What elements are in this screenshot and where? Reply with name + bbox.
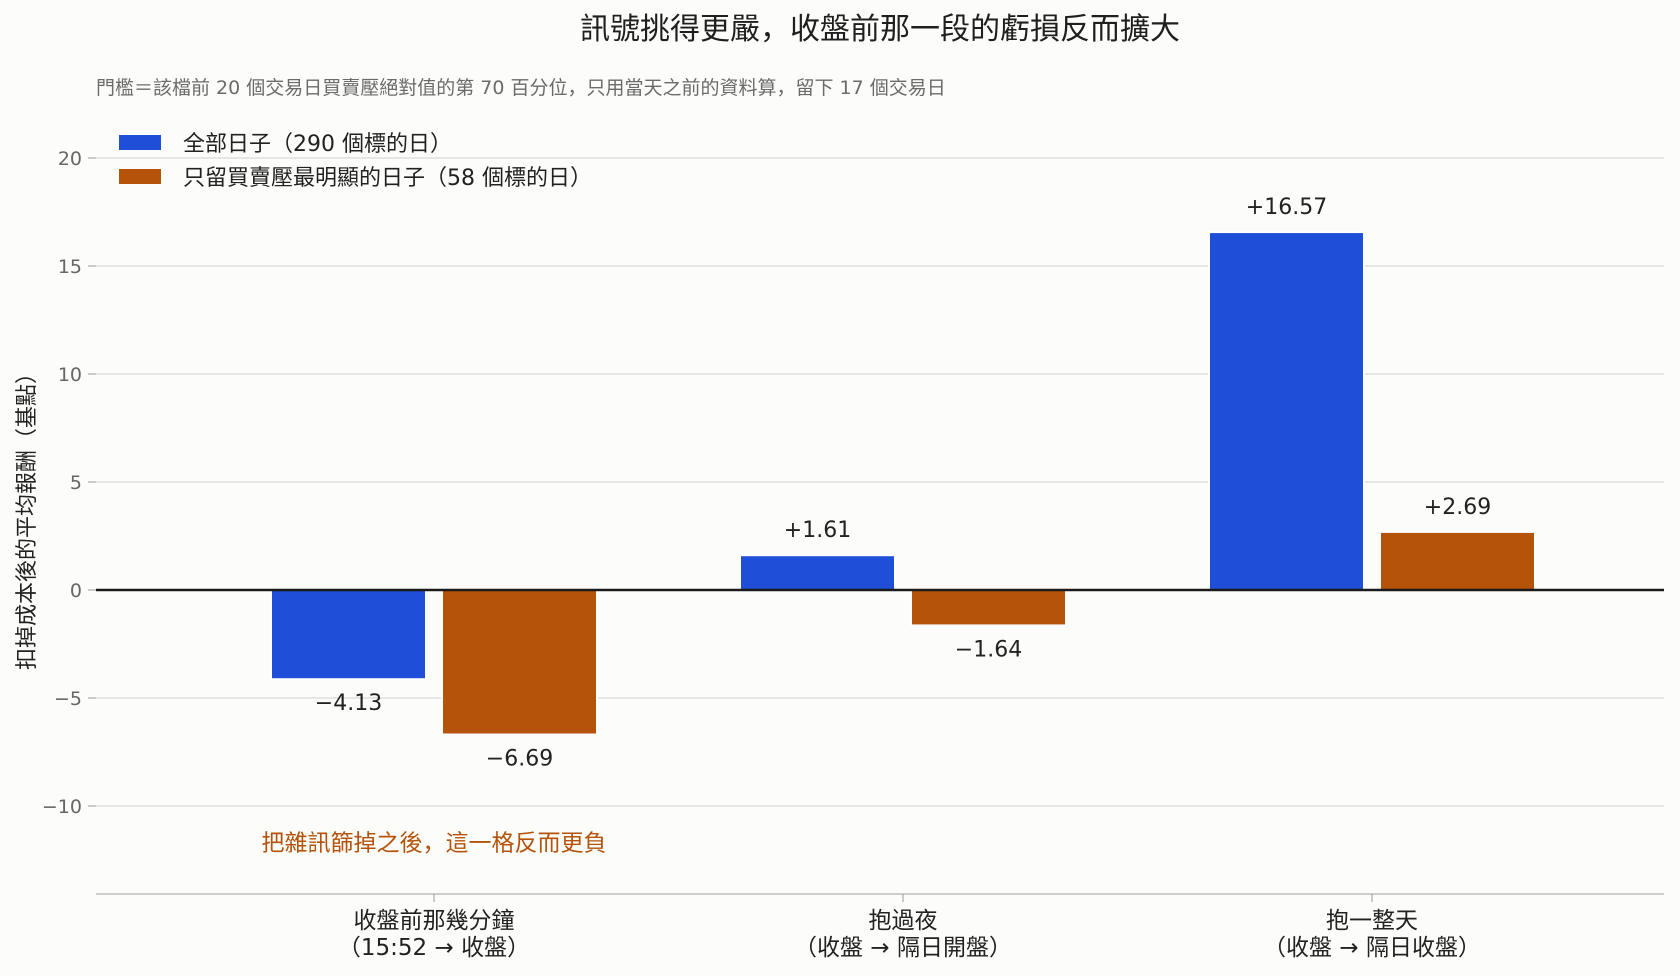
x-tick-label: （15:52 → 收盤） — [338, 935, 530, 961]
y-tick-label: 10 — [58, 364, 82, 386]
x-tick-label: 抱一整天 — [1326, 908, 1418, 934]
data-label-series1-cat2: +2.69 — [1424, 495, 1491, 520]
bars — [96, 231, 1664, 736]
legend-swatch-filtered-days — [119, 169, 161, 184]
data-label-series1-cat0: −6.69 — [486, 747, 553, 772]
y-tick-label: −5 — [54, 688, 82, 710]
annotation-note: 把雜訊篩掉之後，這一格反而更負 — [262, 831, 607, 857]
legend-label-filtered-days: 只留買賣壓最明顯的日子（58 個標的日） — [183, 166, 592, 191]
bar-series0-cat1 — [739, 554, 896, 591]
legend-swatch-all-days — [119, 135, 161, 150]
gridlines — [96, 157, 1664, 807]
bar-series1-cat0 — [441, 589, 598, 736]
y-tick-label: −10 — [42, 796, 82, 818]
bar-series0-cat0 — [270, 589, 427, 681]
y-axis-label: 扣掉成本後的平均報酬（基點） — [15, 362, 40, 670]
bar-series1-cat1 — [910, 589, 1067, 627]
data-label-series0-cat1: +1.61 — [784, 518, 851, 543]
y-tick-label: 20 — [58, 148, 82, 170]
y-tick-label: 5 — [70, 472, 82, 494]
y-tick-label: 0 — [70, 580, 82, 602]
data-label-series1-cat1: −1.64 — [955, 637, 1022, 662]
bar-series0-cat2 — [1208, 231, 1365, 591]
bar-series1-cat2 — [1379, 530, 1536, 591]
legend-label-all-days: 全部日子（290 個標的日） — [183, 132, 452, 157]
y-tick-label: 15 — [58, 256, 82, 278]
chart-title: 訊號挑得更嚴，收盤前那一段的虧損反而擴大 — [580, 12, 1180, 47]
data-label-series0-cat2: +16.57 — [1246, 195, 1327, 220]
x-axis: 收盤前那幾分鐘（15:52 → 收盤） 抱過夜（收盤 → 隔日開盤） 抱一整天（收盤… — [96, 893, 1664, 961]
x-tick-label: 收盤前那幾分鐘 — [354, 908, 515, 934]
data-label-series0-cat0: −4.13 — [315, 691, 382, 716]
chart-subtitle: 門檻＝該檔前 20 個交易日買賣壓絕對值的第 70 百分位，只用當天之前的資料算… — [96, 77, 946, 99]
x-tick-label: 抱過夜 — [869, 908, 938, 934]
legend: 全部日子（290 個標的日） 只留買賣壓最明顯的日子（58 個標的日） — [119, 132, 592, 191]
x-tick-label: （收盤 → 隔日收盤） — [1263, 935, 1481, 961]
data-labels: −4.13 +1.61 +16.57 −6.69 −1.64 +2.69 — [315, 195, 1491, 771]
y-axis-ticks: −10 −5 0 5 10 15 20 — [42, 148, 96, 818]
x-tick-label: （收盤 → 隔日開盤） — [794, 935, 1012, 961]
